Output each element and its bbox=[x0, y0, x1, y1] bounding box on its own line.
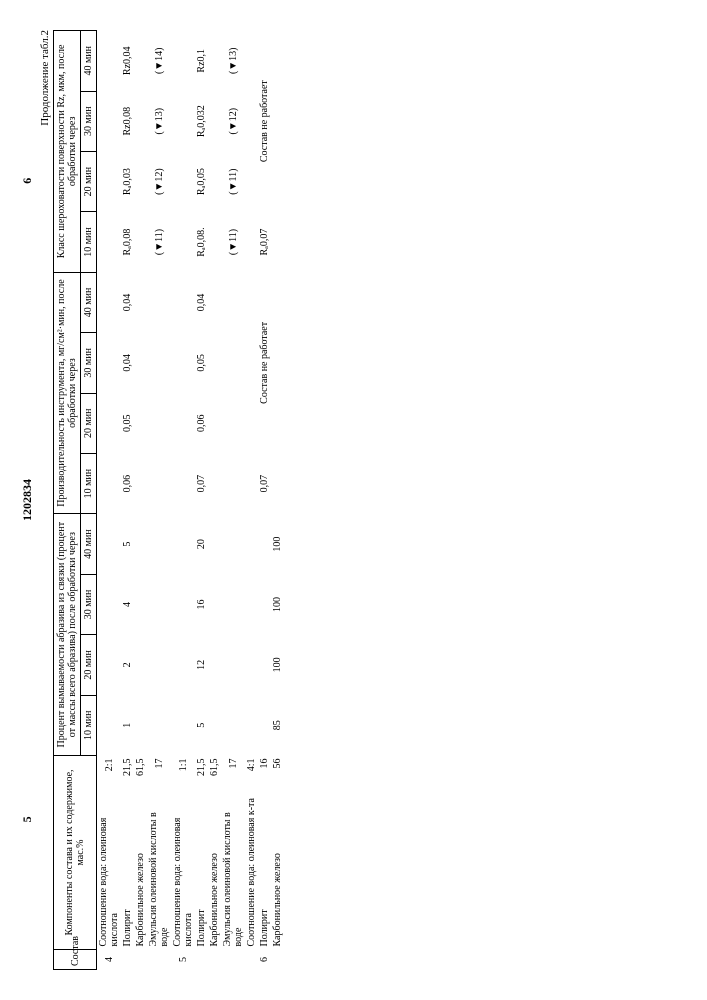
col-d40: 40 мин bbox=[81, 272, 97, 332]
colgrp-roughness: Класс шероховатости поверх­ности Rz, мкм… bbox=[54, 31, 81, 273]
col-c10: 10 мин bbox=[81, 695, 97, 755]
table-row: 5Соотношение вода: олеиновая кисло­та1:1 bbox=[171, 31, 195, 970]
pgnum-left: 5 bbox=[20, 816, 35, 822]
table-body: 4Соотношение вода: олеиновая кисло­та2:1… bbox=[97, 31, 285, 970]
page-numbers: 5 1202834 6 bbox=[20, 30, 35, 970]
colgrp-washout: Процент вымываемости абра­зива из связки… bbox=[54, 514, 81, 756]
data-table: Состав Компоненты состава и их содержимо… bbox=[53, 30, 284, 970]
table-row: 4Соотношение вода: олеиновая кисло­та2:1 bbox=[97, 31, 122, 970]
col-components: Компоненты состава и их содержимое, мас.… bbox=[54, 755, 97, 949]
table-row: Карбонильное железо61,5 bbox=[134, 31, 147, 970]
table-row: Эмульсия олеиновой кислоты в воде17(▼11)… bbox=[147, 31, 171, 970]
col-e30: 30 мин bbox=[81, 91, 97, 151]
col-c20: 20 мин bbox=[81, 635, 97, 695]
table-row: Соотношение вода: олеиновая к-та4:1 bbox=[245, 31, 258, 970]
table-row: Полирит21,512450,060,050,040,04Rₐ0,08Rₐ0… bbox=[121, 31, 134, 970]
col-e40: 40 мин bbox=[81, 31, 97, 92]
col-c40: 40 мин bbox=[81, 514, 97, 574]
table-row: Карбонильное железо5685100100100 bbox=[271, 31, 284, 970]
col-d10: 10 мин bbox=[81, 453, 97, 513]
col-d30: 30 мин bbox=[81, 333, 97, 393]
col-e10: 10 мин bbox=[81, 212, 97, 272]
col-e20: 20 мин bbox=[81, 151, 97, 211]
table-row: Карбонильное железо61,5 bbox=[208, 31, 221, 970]
colgrp-productivity: Производительность инструмента, мг/см²·м… bbox=[54, 272, 81, 514]
col-c30: 30 мин bbox=[81, 574, 97, 634]
docnum: 1202834 bbox=[20, 479, 35, 521]
table-head: Состав Компоненты состава и их содержимо… bbox=[54, 31, 97, 970]
table-row: Эмульсия олеиновой кислоты в воде17(▼11)… bbox=[221, 31, 245, 970]
col-sostav: Состав bbox=[54, 950, 97, 970]
col-d20: 20 мин bbox=[81, 393, 97, 453]
table-row: 6Полирит160,07Состав не работаетRₐ0,07Со… bbox=[258, 31, 271, 970]
table-row: Полирит21,551216200,070,060,050,04Rₐ0,08… bbox=[195, 31, 208, 970]
table-continuation: Продолжение табл.2 bbox=[39, 30, 51, 970]
pgnum-right: 6 bbox=[20, 178, 35, 184]
